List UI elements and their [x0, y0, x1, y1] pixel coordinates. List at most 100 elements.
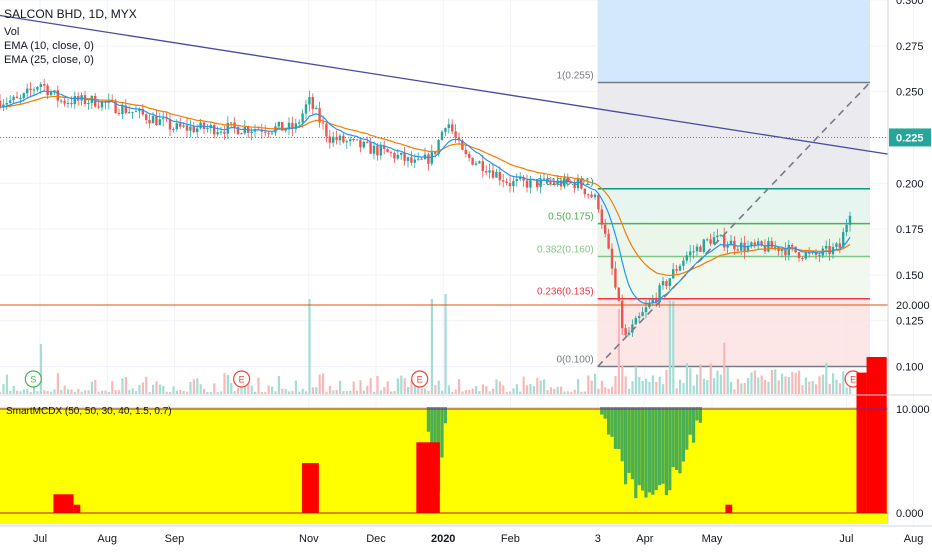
candle-body-184: [624, 328, 627, 335]
volume-bar-245: [832, 373, 835, 394]
osc-green-bar-178: [603, 407, 607, 419]
candle-body-230: [780, 248, 784, 252]
candle-body-210: [712, 237, 716, 244]
candle-body-135: [457, 137, 461, 141]
candle-body-153: [519, 177, 522, 180]
x-tick-label-9: May: [702, 533, 723, 545]
volume-bar-169: [573, 389, 576, 394]
volume-bar-30: [101, 390, 104, 394]
volume-bar-228: [774, 369, 777, 394]
volume-bar-13: [43, 390, 46, 394]
fib-level-label-2: 0.5(0.175): [548, 212, 594, 223]
volume-bar-129: [437, 380, 440, 394]
x-tick-label-5: 2020: [431, 533, 455, 545]
candle-body-88: [298, 122, 301, 124]
volume-bar-130: [441, 390, 444, 394]
osc-green-bar-191: [647, 407, 651, 493]
volume-bar-221: [750, 372, 753, 394]
volume-bar-177: [600, 380, 603, 394]
volume-bar-176: [597, 388, 600, 394]
volume-bar-44: [148, 391, 151, 394]
volume-bar-37: [124, 377, 127, 394]
candle-body-189: [641, 312, 644, 317]
candle-body-186: [631, 324, 634, 333]
candle-body-207: [702, 239, 705, 252]
candle-body-168: [570, 181, 573, 183]
volume-bar-74: [250, 385, 253, 394]
oscillator-pane: [0, 304, 888, 524]
osc-green-bar-184: [624, 407, 628, 485]
volume-bar-203: [689, 368, 692, 394]
volume-bar-0: [0, 391, 2, 394]
osc-tick-label-2: 0.000: [896, 508, 924, 520]
candle-body-187: [634, 318, 637, 325]
volume-bar-32: [107, 391, 110, 394]
volume-bar-162: [549, 387, 552, 394]
candle-body-197: [668, 278, 671, 286]
candle-body-167: [566, 177, 569, 182]
volume-bar-160: [543, 379, 546, 394]
candle-body-183: [621, 300, 624, 329]
volume-bar-36: [121, 378, 124, 394]
osc-red-block-4: [725, 504, 733, 513]
candle-body-1: [2, 104, 5, 108]
volume-bar-9: [29, 391, 32, 394]
candle-body-118: [400, 152, 403, 155]
volume-bar-90: [305, 391, 308, 394]
volume-bar-230: [781, 373, 784, 394]
candle-body-107: [362, 141, 365, 148]
candle-body-208: [706, 239, 709, 241]
volume-bar-16: [53, 389, 56, 394]
volume-bar-98: [332, 390, 335, 394]
volume-bar-158: [536, 377, 539, 394]
fib-level-label-0: 1(0.255): [557, 70, 594, 81]
candle-body-50: [168, 118, 172, 130]
candle-body-114: [386, 148, 389, 153]
candle-body-90: [304, 104, 308, 114]
candle-body-54: [182, 125, 185, 127]
candle-body-227: [770, 241, 773, 248]
candle-body-101: [342, 135, 345, 143]
candle-body-84: [284, 129, 287, 131]
candle-body-103: [349, 139, 352, 142]
volume-bar-209: [709, 363, 712, 394]
y-tick-label-7: 0.125: [896, 316, 924, 328]
volume-bar-114: [386, 381, 389, 394]
candle-body-240: [814, 251, 818, 255]
volume-bar-11: [36, 391, 39, 394]
candle-body-163: [553, 182, 556, 185]
candle-body-129: [437, 140, 440, 154]
candle-body-146: [495, 171, 498, 178]
candle-body-174: [590, 194, 593, 198]
volume-bar-132: [447, 385, 450, 394]
volume-bar-235: [798, 370, 801, 394]
volume-bar-182: [617, 309, 620, 394]
candle-body-131: [444, 128, 447, 132]
candle-body-159: [539, 179, 542, 188]
volume-bar-238: [808, 381, 811, 394]
fibonacci-retracement[interactable]: 1(0.255)0.618(0.201)0.5(0.175)0.382(0.16…: [537, 0, 870, 368]
candle-body-120: [406, 157, 410, 161]
volume-bar-29: [97, 391, 100, 394]
candle-body-198: [672, 269, 675, 279]
event-marker-circle-0: [24, 370, 42, 388]
candle-body-81: [274, 126, 277, 133]
event-marker-2: E: [411, 370, 429, 388]
candle-body-82: [277, 121, 280, 127]
volume-bar-10: [33, 384, 36, 394]
last-price-tag: [889, 128, 931, 147]
volume-bar-66: [223, 373, 226, 394]
volume-bar-192: [651, 375, 654, 394]
volume-bar-198: [672, 301, 675, 394]
candle-body-185: [627, 332, 631, 335]
candle-body-17: [56, 90, 59, 101]
candle-body-204: [692, 251, 695, 253]
volume-bar-234: [794, 372, 797, 394]
volume-bar-242: [821, 374, 824, 394]
candle-body-228: [774, 246, 777, 248]
volume-bar-246: [835, 379, 838, 394]
candle-body-193: [655, 298, 658, 303]
